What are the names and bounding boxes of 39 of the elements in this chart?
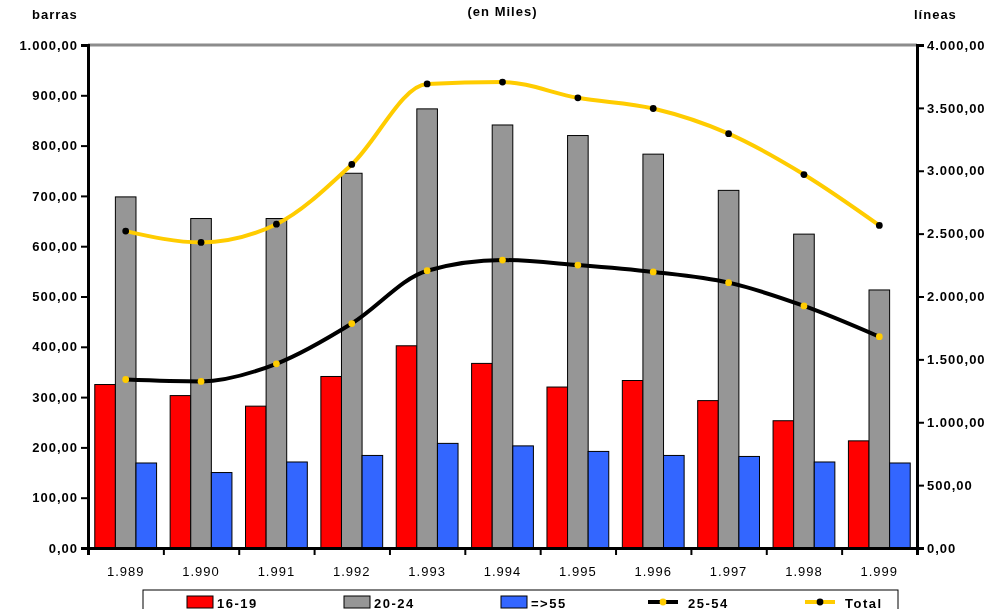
x-tick-label: 1.994 [483, 564, 522, 579]
y-tick-label: 900,00 [32, 87, 78, 103]
y2-tick-label: 2.500,00 [927, 226, 986, 242]
legend-label: Total [845, 596, 883, 609]
x-tick-label: 1.997 [709, 564, 748, 579]
legend-label: 20-24 [374, 596, 415, 609]
y-tick-label: 700,00 [32, 188, 78, 204]
x-tick-label: 1.995 [559, 564, 597, 579]
y2-tick-label: 4.000,00 [927, 37, 986, 53]
y2-tick-label: 3.500,00 [927, 100, 986, 116]
legend-label: 25-54 [688, 596, 729, 609]
x-tick-label: 1.999 [860, 564, 899, 579]
y-tick-label: 500,00 [32, 289, 78, 305]
y2-tick-label: 3.000,00 [927, 163, 986, 179]
x-tick-label: 1.996 [634, 564, 672, 579]
chart-title: (en Miles) [467, 4, 538, 19]
y2-tick-label: 500,00 [927, 477, 973, 493]
y-tick-label: 100,00 [32, 490, 78, 506]
y-tick-label: 400,00 [32, 339, 78, 355]
y2-tick-label: 2.000,00 [927, 289, 986, 305]
x-tick-label: 1.990 [182, 564, 220, 579]
x-tick-label: 1.998 [785, 564, 823, 579]
y-tick-label: 1.000,00 [19, 37, 78, 53]
y-tick-label: 0,00 [48, 540, 78, 556]
y-tick-label: 300,00 [32, 389, 78, 405]
y2-tick-label: 1.500,00 [927, 352, 986, 368]
y2-axis-title: líneas [914, 7, 957, 22]
y-tick-label: 800,00 [32, 138, 78, 154]
y-tick-label: 200,00 [32, 440, 78, 456]
y-axis-title: barras [32, 7, 78, 22]
x-tick-label: 1.991 [257, 564, 296, 579]
legend-label: =>55 [531, 596, 567, 609]
x-tick-label: 1.993 [408, 564, 446, 579]
y2-tick-label: 0,00 [927, 540, 957, 556]
y-tick-label: 600,00 [32, 238, 78, 254]
x-tick-label: 1.989 [106, 564, 145, 579]
legend-label: 16-19 [217, 596, 258, 609]
x-tick-label: 1.992 [333, 564, 371, 579]
y2-tick-label: 1.000,00 [927, 414, 986, 430]
